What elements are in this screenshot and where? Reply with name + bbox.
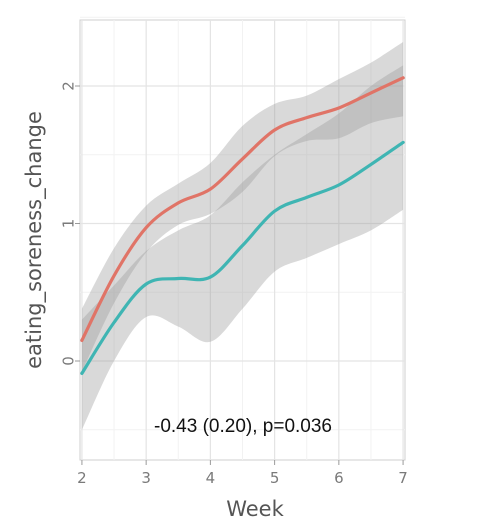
series-line-1 — [80, 76, 405, 342]
x-tick-label: 5 — [270, 469, 280, 487]
x-tick-label: 6 — [334, 469, 344, 487]
x-tick-label: 7 — [398, 469, 408, 487]
y-tick-label: 0 — [59, 356, 77, 366]
y-axis-title: eating_soreness_change — [22, 111, 47, 369]
series-lines — [80, 76, 405, 375]
annotation-text: -0.43 (0.20), p=0.036 — [154, 416, 332, 437]
series-line-2 — [80, 140, 405, 375]
grid-lines — [80, 16, 405, 460]
y-tick-label: 2 — [59, 81, 77, 91]
x-axis-title: Week — [226, 497, 284, 521]
axis-ticks: 2 3 4 5 6 7 0 1 2 — [59, 81, 408, 487]
x-tick-label: 3 — [141, 469, 151, 487]
x-tick-label: 4 — [206, 469, 216, 487]
x-tick-label: 2 — [77, 469, 87, 487]
confidence-band-1 — [81, 42, 404, 372]
y-tick-label: 1 — [59, 219, 77, 229]
